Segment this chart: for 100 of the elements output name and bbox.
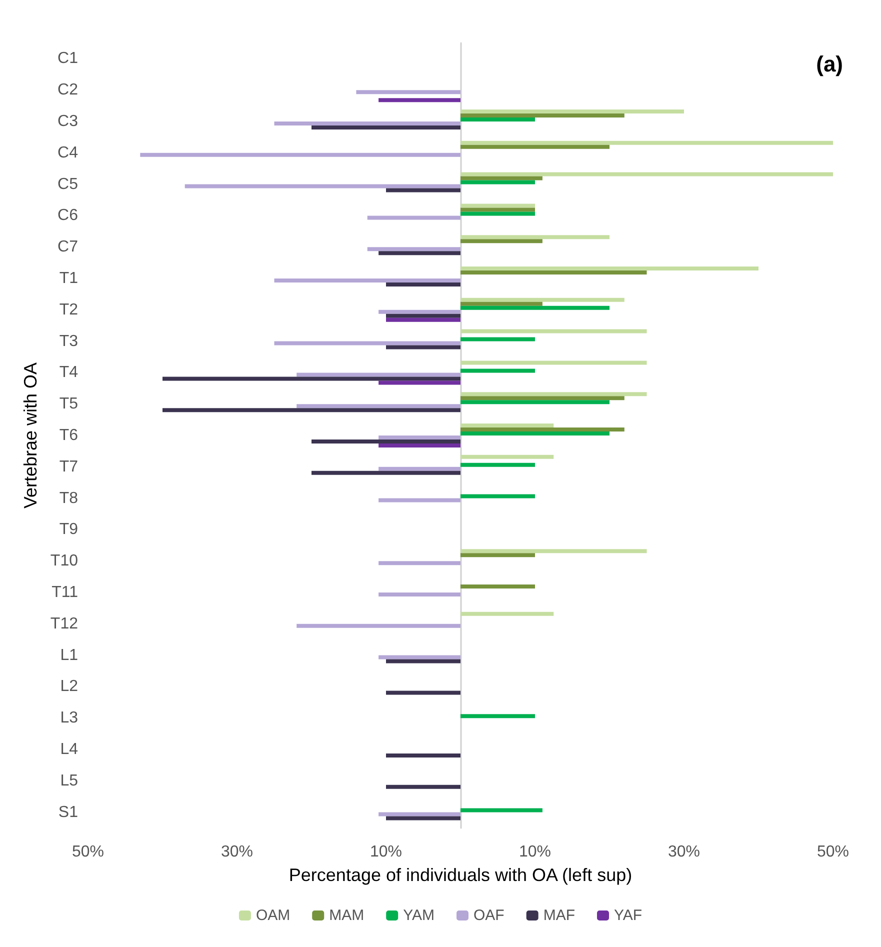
legend-label: OAM (256, 907, 290, 924)
y-tick-label: T3 (59, 332, 78, 350)
x-tick-label: 30% (220, 844, 254, 860)
bar (460, 176, 542, 180)
bar (460, 808, 542, 812)
bar (460, 114, 624, 118)
bar (460, 208, 535, 212)
x-axis-title: Percentage of individuals with OA (left sup) (288, 865, 632, 885)
y-tick-label: T6 (59, 427, 78, 444)
y-tick-label: C2 (58, 82, 78, 99)
bar (386, 690, 460, 695)
bar (460, 118, 535, 122)
bar (386, 784, 460, 789)
bar (367, 216, 460, 220)
y-axis-title: Vertebrae with OA (20, 362, 41, 509)
y-tick-label: T10 (50, 552, 78, 570)
bar (460, 172, 833, 176)
y-tick-label: L4 (60, 741, 78, 758)
bar (460, 462, 535, 467)
bar (274, 341, 460, 346)
bar (386, 314, 460, 318)
bar (378, 812, 460, 816)
bar (140, 152, 460, 157)
bar (312, 440, 460, 444)
bar (378, 444, 460, 448)
bar (460, 337, 535, 342)
legend-label: MAF (543, 907, 576, 924)
bar (460, 368, 535, 373)
y-tick-label: T9 (59, 521, 78, 538)
x-tick-label: 50% (72, 844, 104, 860)
y-tick-label: T5 (59, 396, 78, 413)
x-tick-label: 10% (370, 844, 402, 860)
bar (460, 553, 535, 558)
y-tick-label: C3 (58, 113, 78, 130)
bar (460, 432, 610, 436)
y-tick-label: T2 (59, 301, 78, 318)
bar (460, 428, 624, 432)
bar (460, 549, 647, 554)
bar (460, 239, 542, 244)
bar (460, 612, 554, 616)
bar (378, 380, 460, 385)
bar (386, 282, 460, 286)
y-tick-label: T8 (59, 490, 78, 507)
y-tick-label: C1 (58, 50, 78, 68)
y-tick-label: C5 (58, 176, 78, 193)
bar (460, 360, 647, 365)
bar (460, 396, 624, 400)
bar (460, 144, 610, 149)
y-tick-label: C4 (58, 144, 78, 162)
legend-label: YAM (403, 907, 435, 924)
bar (460, 714, 535, 718)
bar (296, 372, 460, 377)
y-tick-label: S1 (58, 804, 78, 821)
legend-label: YAF (614, 907, 642, 924)
x-tick-label: 10% (518, 844, 552, 860)
y-tick-label: T11 (52, 584, 78, 601)
bar (386, 754, 460, 758)
y-tick-label: T1 (59, 270, 78, 287)
bar (460, 392, 647, 396)
y-tick-label: T4 (59, 364, 78, 382)
bar (162, 408, 460, 412)
bar (296, 624, 460, 628)
bar (460, 584, 535, 588)
y-tick-label: L3 (60, 710, 78, 727)
bar (367, 247, 460, 252)
bar (378, 251, 460, 256)
bar (162, 376, 460, 381)
x-tick-label: 30% (668, 844, 700, 860)
bar (460, 204, 535, 208)
x-tick-label: 50% (816, 844, 850, 860)
bar (378, 561, 460, 566)
bar (460, 306, 610, 310)
bar (460, 180, 535, 184)
bar (460, 400, 610, 404)
bar (460, 266, 758, 270)
y-tick-label: L5 (60, 772, 78, 790)
annotation: (a) (816, 52, 844, 76)
y-tick-label: T7 (59, 458, 78, 476)
bar (460, 298, 624, 302)
bar (460, 235, 610, 240)
bar (460, 424, 554, 428)
bar (378, 98, 460, 102)
bar (386, 816, 460, 820)
bar (356, 90, 460, 94)
bar (460, 212, 535, 216)
bar (460, 270, 647, 274)
bar (460, 454, 554, 459)
bar (184, 184, 460, 188)
y-tick-label: L2 (60, 678, 78, 696)
bar (460, 140, 833, 145)
bar (378, 466, 460, 471)
bar (378, 592, 460, 596)
bar (460, 494, 535, 498)
bar (378, 655, 460, 660)
bar (460, 302, 542, 306)
bar (274, 278, 460, 282)
bar (312, 126, 460, 130)
bar (378, 498, 460, 502)
y-tick-label: C7 (58, 238, 78, 256)
bar (378, 310, 460, 314)
